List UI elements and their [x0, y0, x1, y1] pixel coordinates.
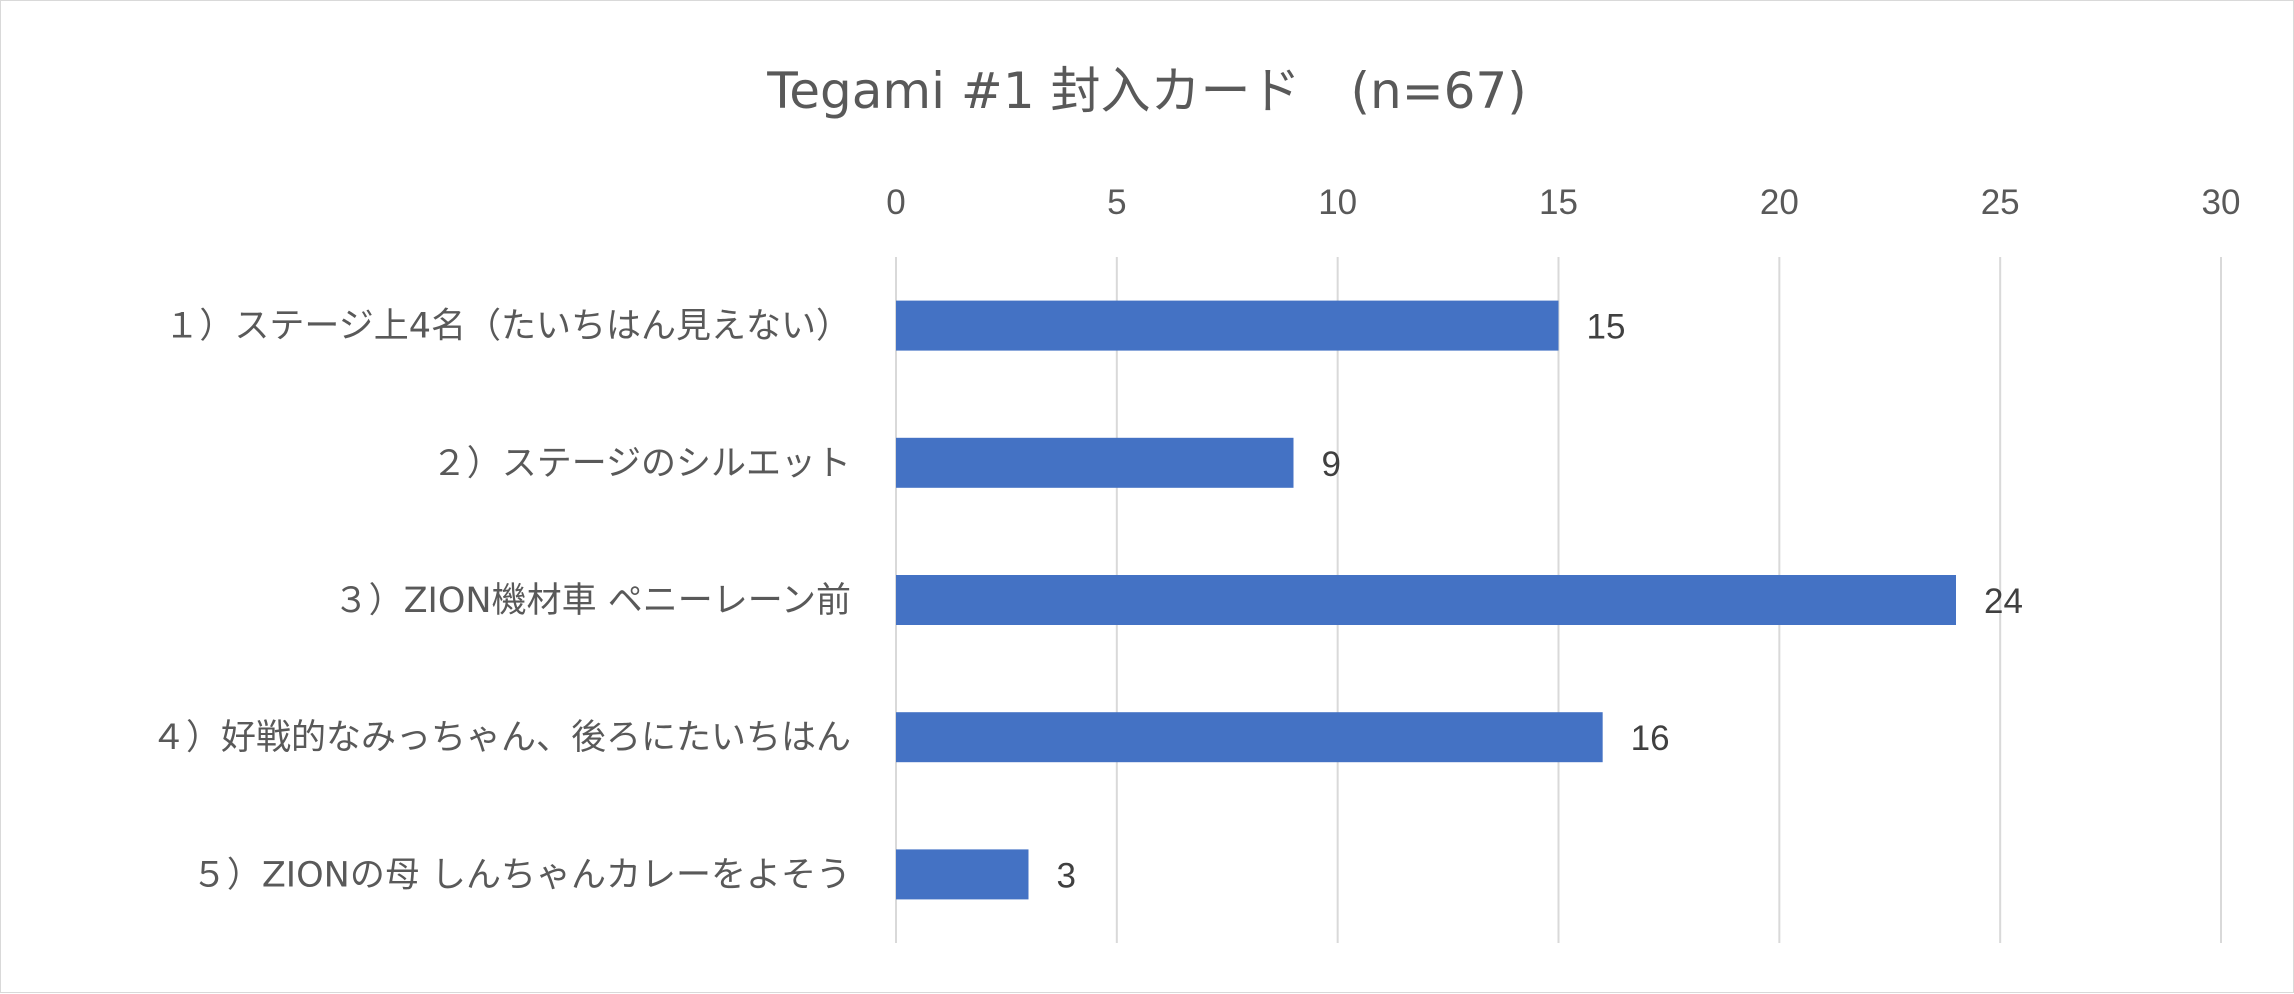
category-label-1: １）ステージ上4名（たいちはん見えない） — [164, 307, 851, 347]
bar-1 — [896, 300, 1559, 351]
data-label-1: 15 — [1587, 308, 1626, 347]
chart-title: Tegami #1 封入カード (n=67) — [766, 62, 1527, 120]
x-tick-label: 20 — [1760, 183, 1799, 222]
x-tick-label: 30 — [2202, 183, 2241, 222]
data-label-5: 3 — [1057, 856, 1076, 895]
category-label-2: ２）ステージのシルエット — [432, 444, 851, 484]
data-label-4: 16 — [1631, 719, 1670, 758]
bar-4 — [896, 712, 1603, 763]
x-tick-label: 10 — [1318, 183, 1357, 222]
category-label-4: ４）好戦的なみっちゃん、後ろにたいちはん — [151, 718, 851, 758]
category-labels: １）ステージ上4名（たいちはん見えない） ２）ステージのシルエット ３）ZION機材… — [151, 307, 851, 896]
bar-2 — [896, 437, 1294, 488]
data-label-3: 24 — [1984, 582, 2023, 621]
x-tick-label: 5 — [1107, 183, 1126, 222]
category-label-5: ５）ZIONの母 しんちゃんカレーをよそう — [192, 855, 851, 895]
bar-3 — [896, 575, 1956, 625]
x-tick-label: 15 — [1539, 183, 1578, 222]
data-labels: 15 9 24 16 3 — [1057, 308, 2023, 896]
bar-5 — [896, 849, 1029, 900]
x-tick-label: 0 — [886, 183, 905, 222]
bars — [896, 300, 1956, 900]
data-label-2: 9 — [1322, 445, 1341, 484]
x-axis-tick-labels: 0 5 10 15 20 25 30 — [886, 183, 2240, 222]
category-label-3: ３）ZION機材車 ペニーレーン前 — [334, 581, 851, 621]
x-tick-label: 25 — [1981, 183, 2020, 222]
